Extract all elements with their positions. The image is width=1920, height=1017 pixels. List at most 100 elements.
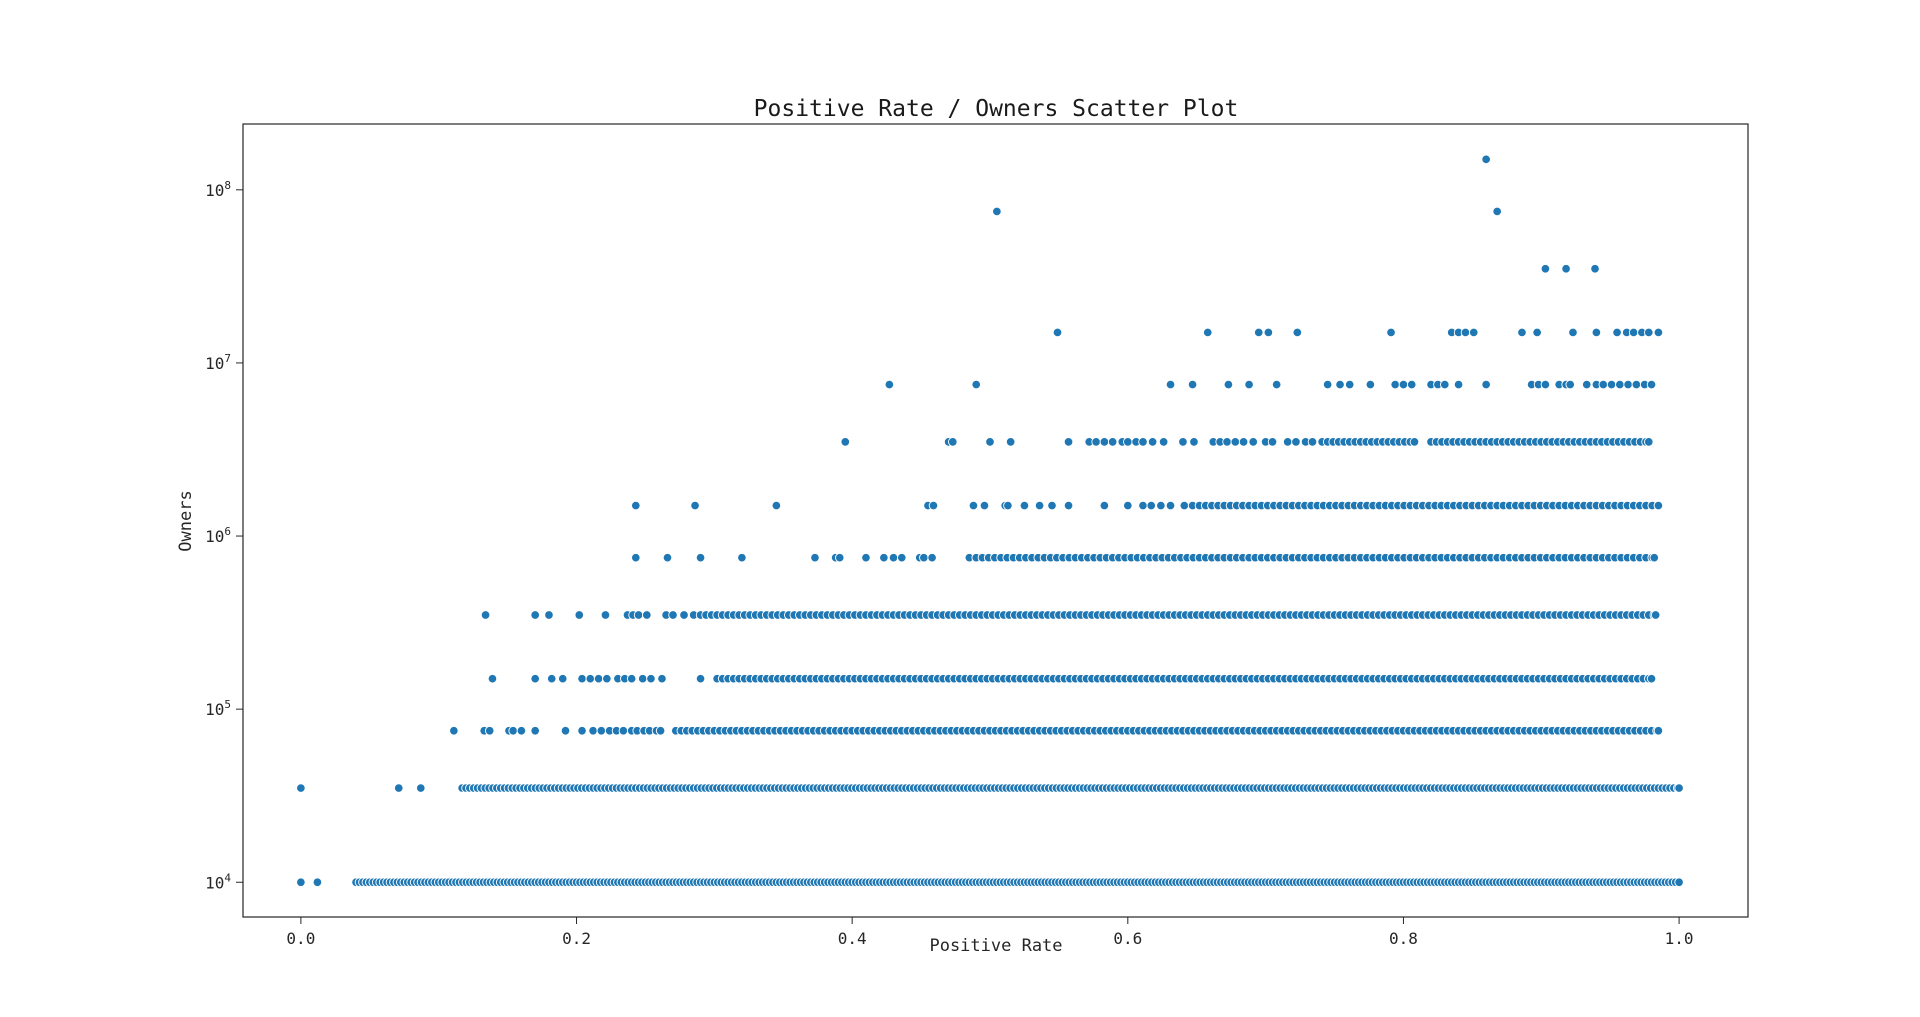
data-point [1628,327,1639,338]
axis-ticks: 0.0 0.2 0.4 0.6 0.8 1.0 104 105 106 107 108 [205,179,1693,948]
data-point [1248,437,1258,447]
data-point [1409,437,1420,447]
data-point [508,726,518,736]
data-point [1492,206,1502,217]
data-point [1222,437,1232,447]
data-point [1107,437,1118,447]
data-point [1565,379,1575,390]
data-point [662,552,673,563]
data-point [1123,500,1133,511]
data-point [948,437,958,447]
data-point [1390,379,1400,390]
plot-area-frame [242,123,1749,918]
data-point [1598,379,1609,390]
x-tick-label: 0.2 [562,929,591,948]
y-tick-label: 104 [205,871,231,892]
data-point [861,552,871,563]
data-point [646,673,656,684]
data-point [1606,379,1617,390]
data-point [1453,379,1464,390]
data-point [1540,264,1551,274]
data-point [1540,379,1551,390]
data-point [1034,500,1045,511]
data-point [968,500,979,511]
y-tick-label: 107 [205,352,231,373]
data-point [1653,327,1664,338]
data-point [1091,437,1101,447]
data-point [1590,264,1600,274]
y-tick-label: 108 [205,179,231,200]
data-point [1646,379,1657,390]
data-point [1649,552,1660,563]
data-point [1123,437,1133,447]
data-point [1291,437,1301,447]
data-point [1481,154,1491,165]
data-point [919,552,929,563]
chart-title: Positive Rate / Owners Scatter Plot [754,96,1239,122]
data-point [1223,379,1234,390]
data-point [600,610,611,620]
data-point [1615,379,1625,390]
data-point [1561,264,1571,274]
data-point [1138,500,1148,511]
data-point [1156,500,1166,511]
data-point [1612,327,1622,338]
data-point [296,877,306,888]
data-point [690,500,700,511]
data-point [1099,437,1110,447]
data-point [1653,726,1664,736]
data-point [971,379,981,390]
data-point [637,673,648,684]
data-point [679,610,689,620]
data-point [1052,327,1063,338]
data-point [888,552,899,563]
data-point [810,552,820,563]
data-point [1406,379,1417,390]
data-point [927,552,937,563]
data-point [1644,437,1654,447]
data-point [1644,327,1654,338]
data-point [1189,437,1199,447]
data-point [1179,500,1190,511]
data-point [530,726,540,736]
data-point [631,500,641,511]
data-point [626,673,637,684]
data-point [577,673,587,684]
x-tick-label: 0.0 [286,929,315,948]
data-point [1646,673,1657,684]
data-point [1019,500,1030,511]
data-point [840,437,851,447]
data-point [1568,327,1578,338]
data-point [416,783,426,793]
x-tick-label: 0.6 [1113,929,1142,948]
data-point [1307,437,1318,447]
data-point [1344,379,1355,390]
x-axis-label: Positive Rate [929,936,1062,956]
data-point [1063,437,1074,447]
scatter-points [296,154,1684,888]
y-tick-label: 106 [205,525,231,546]
data-point [1650,610,1661,620]
data-point [1322,379,1333,390]
data-point [884,379,895,390]
data-point [487,673,498,684]
data-point [979,500,990,511]
data-point [312,877,323,888]
data-point [1147,437,1158,447]
data-point [577,726,587,736]
data-point [1674,783,1684,793]
data-point [879,552,889,563]
data-point [771,500,782,511]
data-point [1267,437,1278,447]
data-point [655,726,666,736]
data-point [1099,500,1110,511]
data-point [1230,437,1241,447]
data-point [642,610,652,620]
data-point [1581,379,1592,390]
data-point [928,500,939,511]
data-point [530,673,540,684]
data-point [657,673,667,684]
data-point [557,673,568,684]
data-point [695,552,706,563]
data-point [1481,379,1491,390]
